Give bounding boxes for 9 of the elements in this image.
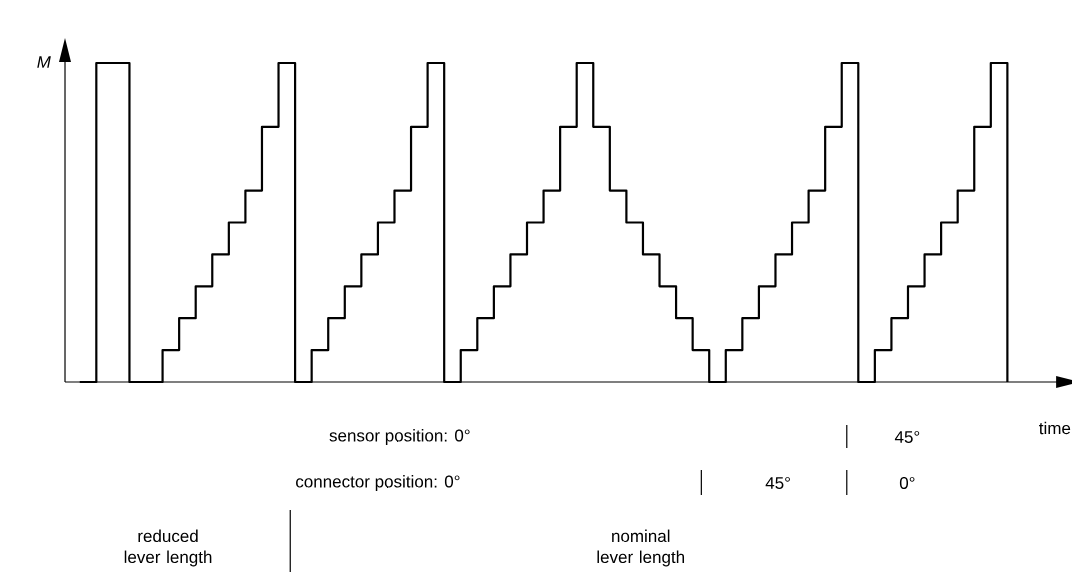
text: 45° — [765, 476, 790, 489]
y-axis-title: M — [37, 56, 51, 68]
text: connector position: 0° — [296, 475, 460, 491]
text: nominal lever length — [597, 529, 685, 567]
text: sensor position: 0° — [329, 429, 470, 445]
text: 45° — [894, 430, 920, 443]
text: 0° — [899, 476, 915, 489]
x-axis-title: time — [1039, 421, 1071, 435]
text: reduced lever length — [124, 529, 212, 567]
